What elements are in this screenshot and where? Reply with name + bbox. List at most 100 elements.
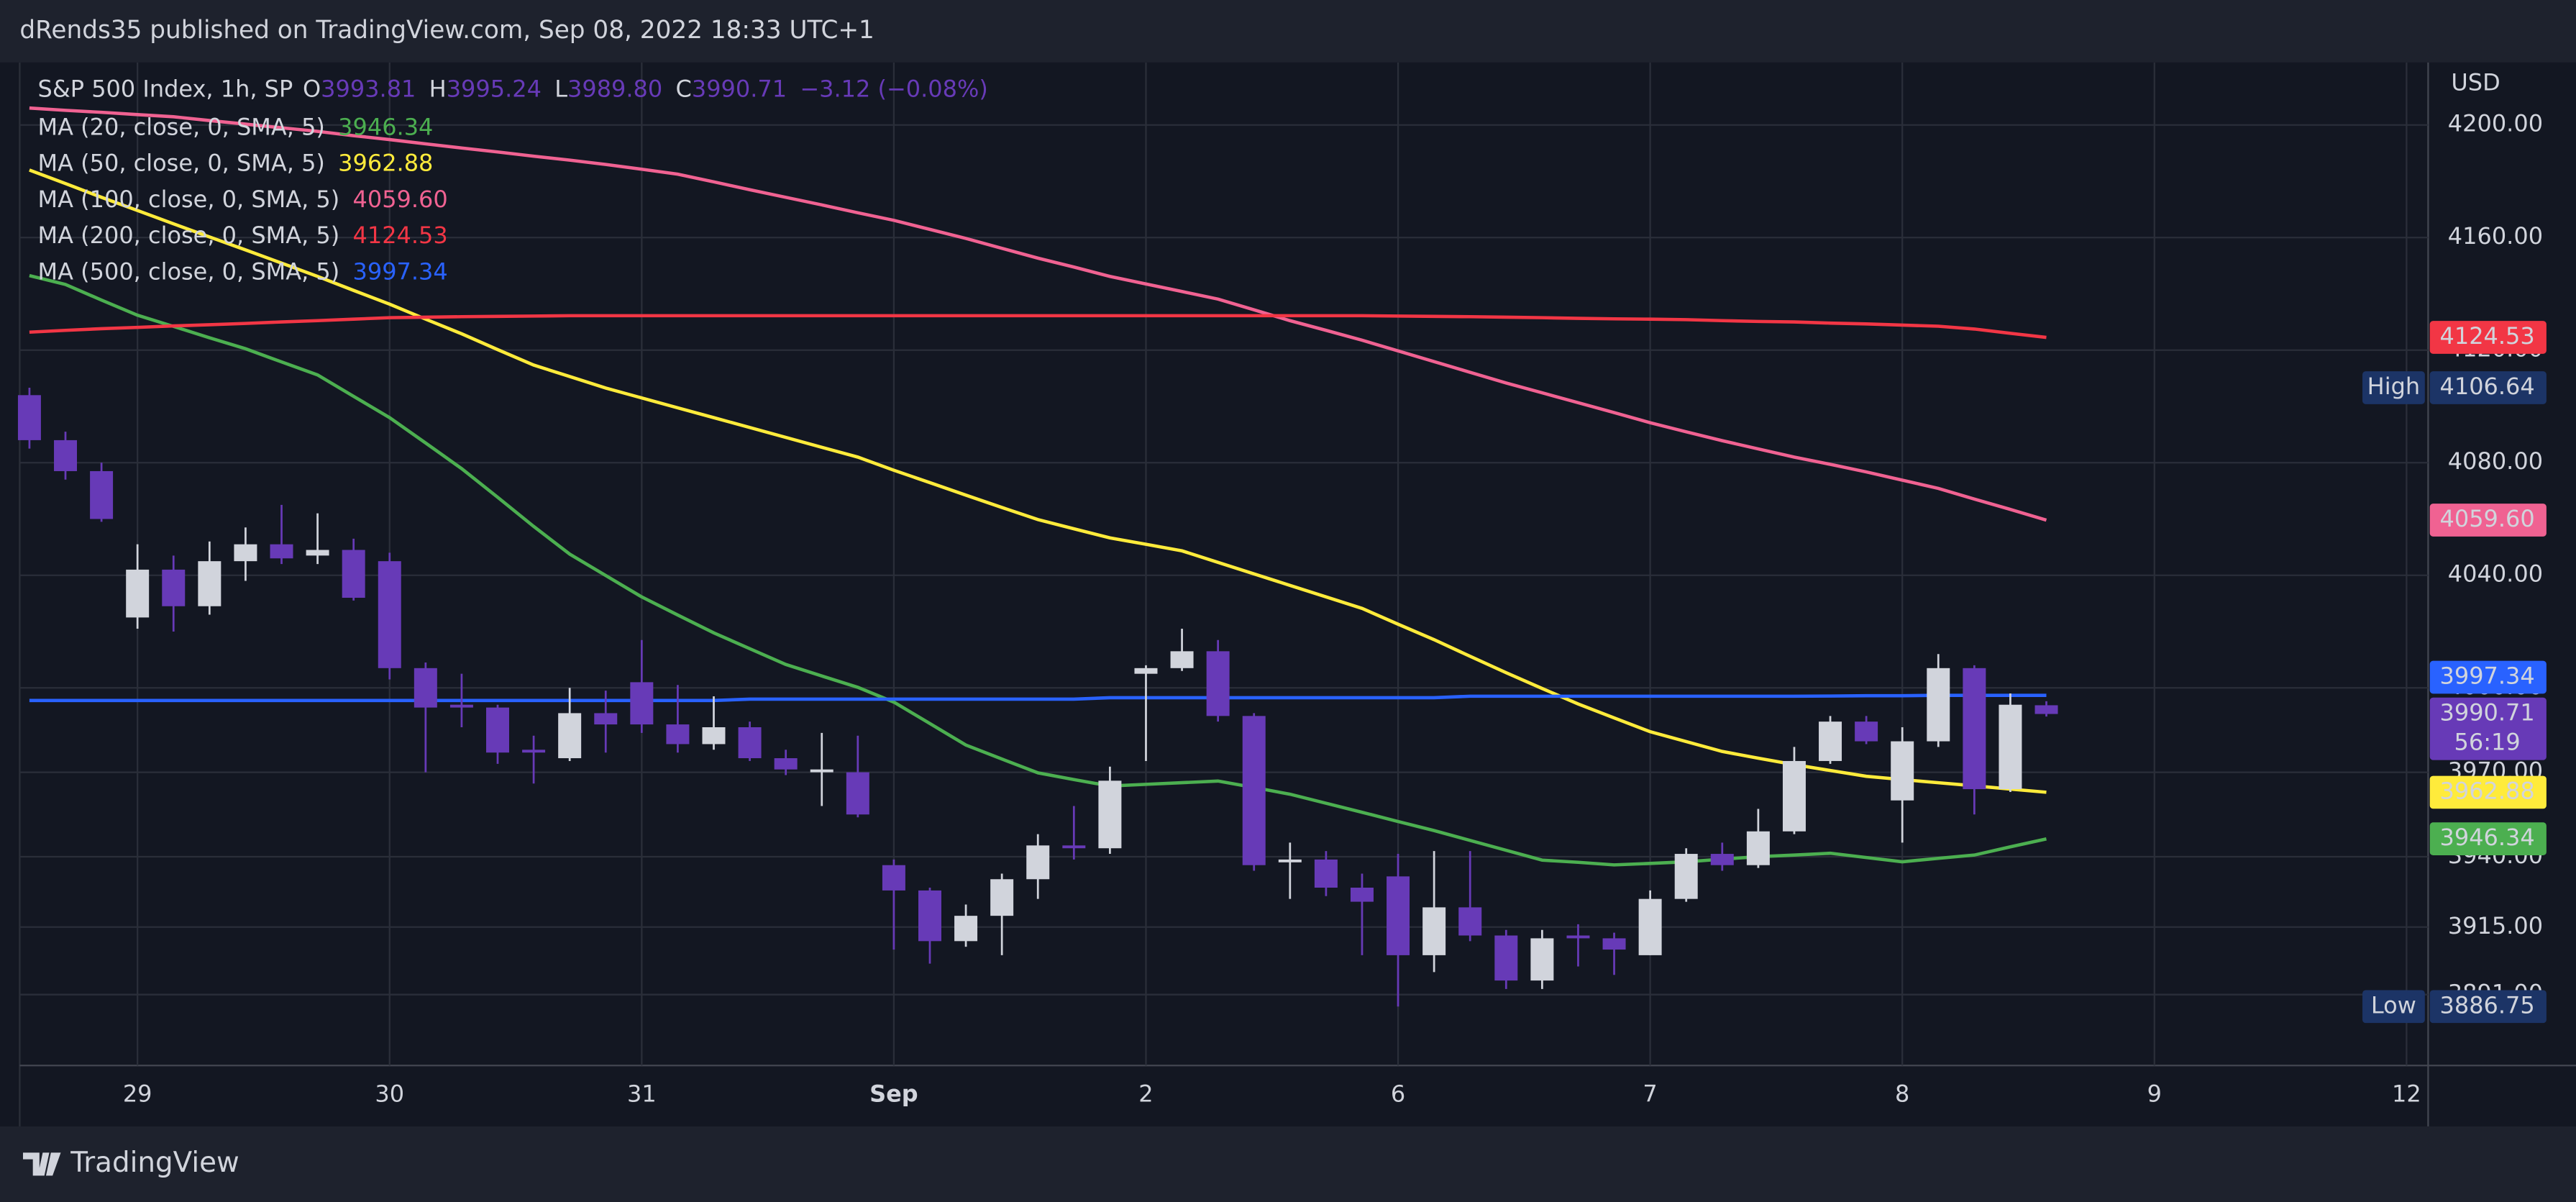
ohlc-value: 3993.81 (321, 76, 416, 103)
ohlc-value: 3990.71 (692, 76, 787, 103)
price-badge (2429, 321, 2547, 354)
y-tick-label: 3915.00 (2448, 912, 2543, 939)
candle-body (54, 440, 78, 471)
ma-legend: MA (100, close, 0, SMA, 5) 4059.60 (38, 186, 448, 213)
candle-body (1278, 859, 1302, 862)
x-tick-label: 12 (2392, 1080, 2421, 1107)
ma-line (29, 314, 2047, 340)
candle-body (198, 561, 221, 606)
ma-value: 3962.88 (338, 150, 433, 177)
candle-body (1782, 760, 1806, 832)
y-tick-label: 4200.00 (2448, 110, 2543, 137)
candle-body (1494, 935, 1518, 981)
price-badge-label: 4124.53 (2440, 322, 2535, 350)
candle-body (666, 724, 690, 745)
y-tick-label: 4080.00 (2448, 447, 2543, 475)
price-badge (2429, 660, 2547, 694)
x-tick-label: 2 (1138, 1080, 1153, 1107)
candle-body (1387, 876, 1410, 955)
ma-value: 4059.60 (353, 186, 448, 213)
ma-value: 3946.34 (338, 113, 433, 140)
candle-body (738, 727, 762, 759)
ma-name: MA (20, close, 0, SMA, 5) (38, 113, 325, 140)
candle-body (1062, 845, 1086, 849)
candle-body (1638, 898, 1662, 955)
candle-body (378, 561, 401, 668)
extreme-tag (2362, 990, 2425, 1024)
candle-body (1999, 704, 2022, 790)
price-badge (2429, 822, 2547, 856)
price-badge-label: 4106.64 (2440, 373, 2535, 400)
logo-mark (22, 1152, 61, 1176)
candle-body (1674, 854, 1698, 899)
ohlc-value: 3989.80 (567, 76, 662, 103)
candle-body (774, 758, 798, 770)
ma-legend: MA (20, close, 0, SMA, 5) 3946.34 (38, 113, 434, 140)
candle-body (1530, 938, 1554, 981)
candle-body (1566, 935, 1590, 939)
candle-body (1134, 668, 1158, 674)
x-tick-label: Sep (869, 1080, 918, 1107)
candle-body (1098, 780, 1122, 849)
candle-body (594, 713, 618, 725)
candle-body (1314, 859, 1338, 888)
price-badge-label: 3990.71 (2440, 699, 2535, 727)
ma-line (29, 168, 2047, 794)
candle-body (990, 879, 1014, 916)
ma-legend: MA (500, close, 0, SMA, 5) 3997.34 (38, 258, 448, 285)
ohlc-key: H (429, 76, 447, 103)
x-tick-label: 7 (1643, 1080, 1657, 1107)
price-badge (2429, 990, 2547, 1024)
x-tick-label: 31 (627, 1080, 657, 1107)
x-tick-label: 9 (2147, 1080, 2162, 1107)
ohlc-value: 3995.24 (447, 76, 542, 103)
candle-body (954, 916, 978, 942)
candle-body (162, 569, 186, 606)
price-badge-label: 3886.75 (2440, 991, 2535, 1019)
candle-body (90, 470, 114, 519)
candle-body (1855, 721, 1878, 742)
ma-name: MA (200, close, 0, SMA, 5) (38, 222, 340, 249)
ma-line (29, 273, 2047, 867)
ohlc-key: O (303, 76, 321, 103)
ohlc-key: L (554, 76, 567, 103)
candle-body (1746, 831, 1770, 865)
candle-body (810, 769, 833, 773)
ohlc-key: C (676, 76, 692, 103)
candle-body (846, 772, 869, 815)
price-badge (2429, 504, 2547, 537)
y-tick-label: 4040.00 (2448, 560, 2543, 588)
candle-body (1206, 651, 1230, 716)
countdown: 56:19 (2454, 729, 2521, 756)
x-tick-label: 8 (1895, 1080, 1909, 1107)
candle-body (558, 713, 582, 759)
candle-body (126, 569, 150, 618)
ma-value: 4124.53 (353, 222, 448, 249)
candle-body (1963, 668, 1986, 790)
candle-body (306, 550, 329, 556)
ma-line (29, 693, 2047, 703)
candle-body (630, 682, 654, 725)
change: −3.12 (−0.08%) (800, 76, 987, 103)
candle-body (702, 727, 726, 745)
candle-body (234, 544, 257, 562)
candle-body (2034, 705, 2058, 714)
price-badge (2429, 775, 2547, 809)
price-badge-label: 3962.88 (2440, 777, 2535, 804)
ma-legend: MA (50, close, 0, SMA, 5) 3962.88 (38, 150, 434, 177)
candle-body (342, 550, 365, 598)
price-badge-label: 3946.34 (2440, 824, 2535, 851)
publish-info: dRends35 published on TradingView.com, S… (19, 16, 874, 45)
extreme-tag-label: High (2367, 373, 2420, 400)
candle-body (1170, 651, 1194, 668)
symbol-legend: S&P 500 Index, 1h, SP O3993.81 H3995.24 L39… (38, 76, 988, 103)
candle-body (918, 890, 941, 942)
symbol-title: S&P 500 Index, 1h, SP (38, 76, 293, 103)
candle-body (1350, 888, 1374, 902)
candle-body (1927, 668, 1950, 742)
candle-body (1026, 845, 1050, 880)
ma-name: MA (500, close, 0, SMA, 5) (38, 258, 340, 285)
x-tick-label: 30 (375, 1080, 404, 1107)
candle-body (1819, 721, 1842, 761)
